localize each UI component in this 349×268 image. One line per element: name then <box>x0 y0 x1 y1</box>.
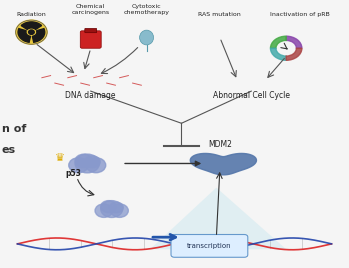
Polygon shape <box>150 188 286 249</box>
Text: transcription: transcription <box>187 243 232 249</box>
Text: es: es <box>2 145 16 155</box>
Circle shape <box>101 200 123 218</box>
Text: Inactivation of pRB: Inactivation of pRB <box>270 12 330 17</box>
Circle shape <box>75 154 92 168</box>
Wedge shape <box>270 48 286 60</box>
Circle shape <box>29 30 34 34</box>
Text: Cytotoxic
chemotherapy: Cytotoxic chemotherapy <box>124 4 170 15</box>
Circle shape <box>69 158 88 173</box>
Circle shape <box>85 156 100 168</box>
Wedge shape <box>21 22 42 29</box>
Circle shape <box>101 200 117 213</box>
Circle shape <box>16 20 47 44</box>
Circle shape <box>95 204 113 217</box>
Text: Radiation: Radiation <box>16 12 46 17</box>
Text: RAS mutation: RAS mutation <box>199 12 241 17</box>
Polygon shape <box>190 154 257 175</box>
FancyBboxPatch shape <box>171 234 248 257</box>
Text: DNA damage: DNA damage <box>66 91 116 100</box>
Text: n of: n of <box>2 124 26 134</box>
Circle shape <box>110 202 123 213</box>
Circle shape <box>75 154 99 173</box>
Text: p53: p53 <box>65 169 81 178</box>
Text: MDM2: MDM2 <box>208 140 232 149</box>
Wedge shape <box>270 36 286 48</box>
Circle shape <box>86 158 106 173</box>
FancyBboxPatch shape <box>80 31 101 48</box>
Text: Abnormal Cell Cycle: Abnormal Cell Cycle <box>213 91 290 100</box>
Wedge shape <box>286 48 302 60</box>
FancyBboxPatch shape <box>85 28 97 33</box>
Wedge shape <box>18 29 30 42</box>
Wedge shape <box>32 29 45 42</box>
Ellipse shape <box>140 30 154 45</box>
Text: ♛: ♛ <box>54 153 64 163</box>
Text: Chemical
carcinogens: Chemical carcinogens <box>72 4 110 15</box>
Circle shape <box>111 204 128 217</box>
Wedge shape <box>286 36 302 48</box>
